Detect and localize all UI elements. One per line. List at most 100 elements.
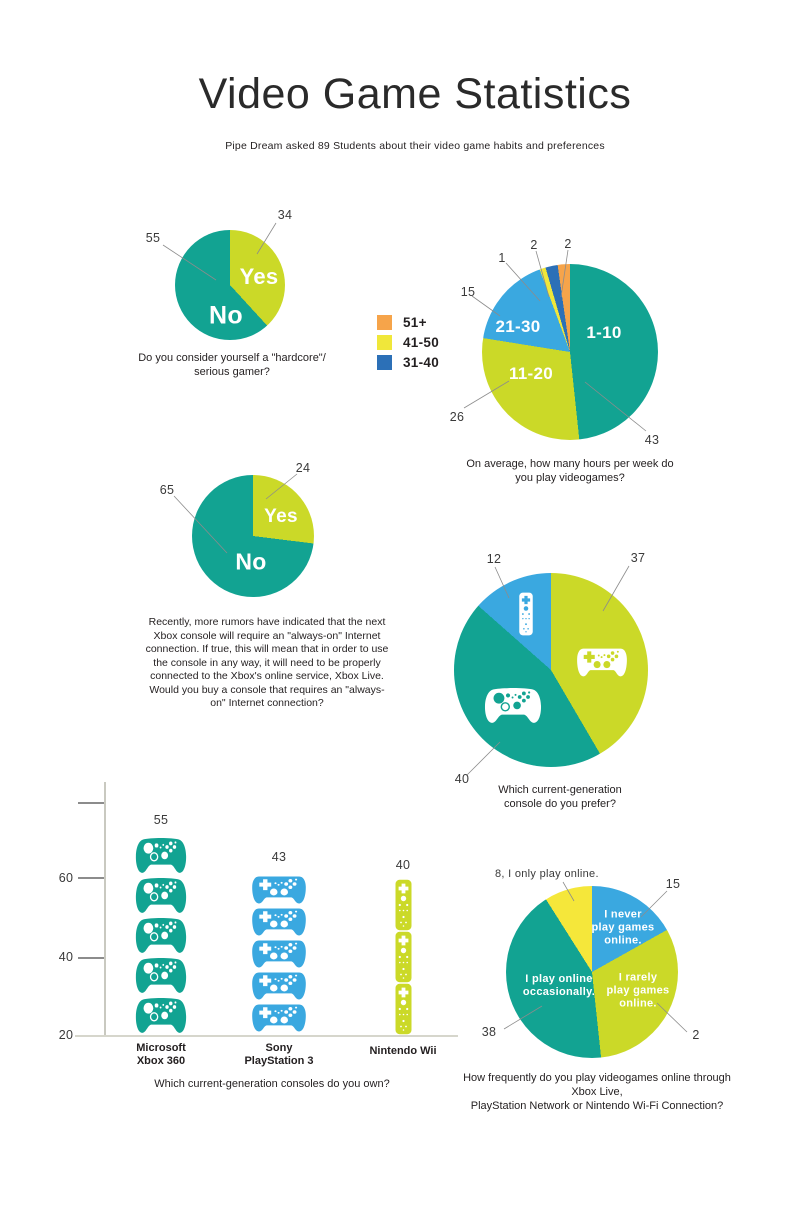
x-axis-baseline [75,1035,458,1037]
pie-always-on [192,475,314,597]
xbox-controller-icon [135,835,187,875]
slice-label-line: play games [606,984,670,997]
caption-line: PlayStation Network or Nintendo Wi-Fi Co… [470,1100,724,1112]
legend-row-51plus: 51+ [377,315,439,330]
callout-41-50: 1 [498,251,506,265]
caption-hardcore-gamer: Do you consider yourself a "hardcore"/ s… [97,351,367,379]
legend-label-41-50: 41-50 [403,335,440,350]
slice-label-alwayson-no: No [235,548,267,575]
callout-alwayson-yes: 24 [295,461,311,475]
bar-playstation-3 [251,874,307,1034]
slice-label-rarely-online: I rarely play games online. [607,972,670,1011]
caption-line: console do you prefer? [504,798,616,810]
slice-label-line: play games [591,921,655,934]
callout-alwayson-no: 65 [159,483,175,497]
bar-label-playstation-3: Sony PlayStation 3 [219,1042,339,1068]
caption-line: On average, how many hours per week do [466,458,674,470]
caption-line: Which current-generation [498,784,622,796]
xbox-controller-icon [135,915,187,955]
bar-nintendo-wii [394,879,413,1035]
legend-row-41-50: 41-50 [377,335,439,350]
caption-hours-per-week: On average, how many hours per week do y… [455,457,685,485]
bar-label-line: PlayStation 3 [244,1055,314,1067]
bar-label-line: Microsoft [136,1042,186,1054]
caption-line: How frequently do you play videogames on… [463,1072,731,1098]
y-tick-80 [78,802,104,804]
slice-label-line: I rarely [618,971,658,984]
hours-legend: 51+ 41-50 31-40 [377,315,439,370]
callout-21-30: 15 [460,285,476,299]
y-tick-label-20: 20 [58,1028,74,1042]
wii-remote-icon [394,931,413,983]
legend-swatch-31-40 [377,355,392,370]
legend-swatch-41-50 [377,335,392,350]
slice-label-line: occasionally. [522,986,596,998]
xbox-controller-icon [484,685,542,725]
xbox-controller-icon [135,995,187,1035]
legend-label-51plus: 51+ [403,315,427,330]
caption-line: Do you consider yourself a "hardcore"/ [138,352,326,364]
callout-31-40: 2 [530,238,538,252]
slice-label-line: online. [619,997,657,1010]
page-subtitle: Pipe Dream asked 89 Students about their… [225,140,605,152]
slice-label-1-10: 1-10 [586,323,622,342]
ps3-controller-icon [251,938,307,970]
slice-label-hardcore-yes: Yes [239,264,279,289]
bar-label-xbox-360: Microsoft Xbox 360 [101,1042,221,1068]
bar-xbox-360 [135,835,187,1035]
ps3-controller-icon [576,646,628,679]
slice-label-21-30: 21-30 [495,317,541,336]
slice-label-never-online: I never play games online. [592,909,655,948]
caption-consoles-owned: Which current-generation consoles do you… [154,1078,390,1090]
callout-51plus: 2 [564,237,572,251]
wii-remote-icon [518,592,534,636]
wii-remote-icon [394,983,413,1035]
bar-label-line: Xbox 360 [136,1055,186,1067]
bar-value-ps3: 43 [271,850,287,864]
callout-prefer-xbox: 40 [454,772,470,786]
ps3-controller-icon [251,874,307,906]
y-tick-label-40: 40 [58,950,74,964]
bar-label-line: Nintendo Wii [369,1045,437,1057]
xbox-controller-icon [135,955,187,995]
callout-11-20: 26 [449,410,465,424]
y-axis-line [104,782,106,1036]
callout-prefer-ps3: 37 [630,551,646,565]
callout-rarely-online: 2 [692,1028,700,1042]
slice-label-alwayson-yes: Yes [264,506,298,527]
callout-prefer-wii: 12 [486,552,502,566]
legend-label-31-40: 31-40 [403,355,440,370]
callout-only-online: 8, I only play online. [495,868,599,880]
y-tick-label-60: 60 [58,871,74,885]
bar-value-wii: 40 [395,858,411,872]
slice-label-11-20: 11-20 [508,364,554,383]
page-title: Video Game Statistics [198,70,632,118]
caption-line: serious gamer? [194,366,270,378]
caption-always-on: Recently, more rumors have indicated tha… [145,616,389,709]
callout-1-10: 43 [644,433,660,447]
slice-label-occasionally-online: I play online occasionally. [523,973,595,999]
caption-online-frequency: How frequently do you play videogames on… [452,1071,742,1113]
caption-line: you play videogames? [515,472,625,484]
legend-swatch-51plus [377,315,392,330]
bar-label-nintendo-wii: Nintendo Wii [343,1045,463,1058]
pie-hours-per-week [482,264,658,440]
ps3-controller-icon [251,1002,307,1034]
y-tick-40 [78,957,104,959]
slice-label-line: I never [604,908,642,921]
caption-console-preference: Which current-generation console do you … [465,783,655,811]
xbox-controller-icon [135,875,187,915]
callout-hardcore-yes: 34 [277,208,293,222]
bar-label-line: Sony [265,1042,293,1054]
callout-occasionally-online: 38 [481,1025,497,1039]
callout-never-online: 15 [665,877,681,891]
callout-hardcore-no: 55 [145,231,161,245]
wii-remote-icon [394,879,413,931]
slice-label-line: I play online [525,973,593,985]
slice-label-line: online. [604,934,642,947]
y-tick-60 [78,877,104,879]
slice-label-hardcore-no: No [209,301,243,330]
ps3-controller-icon [251,970,307,1002]
